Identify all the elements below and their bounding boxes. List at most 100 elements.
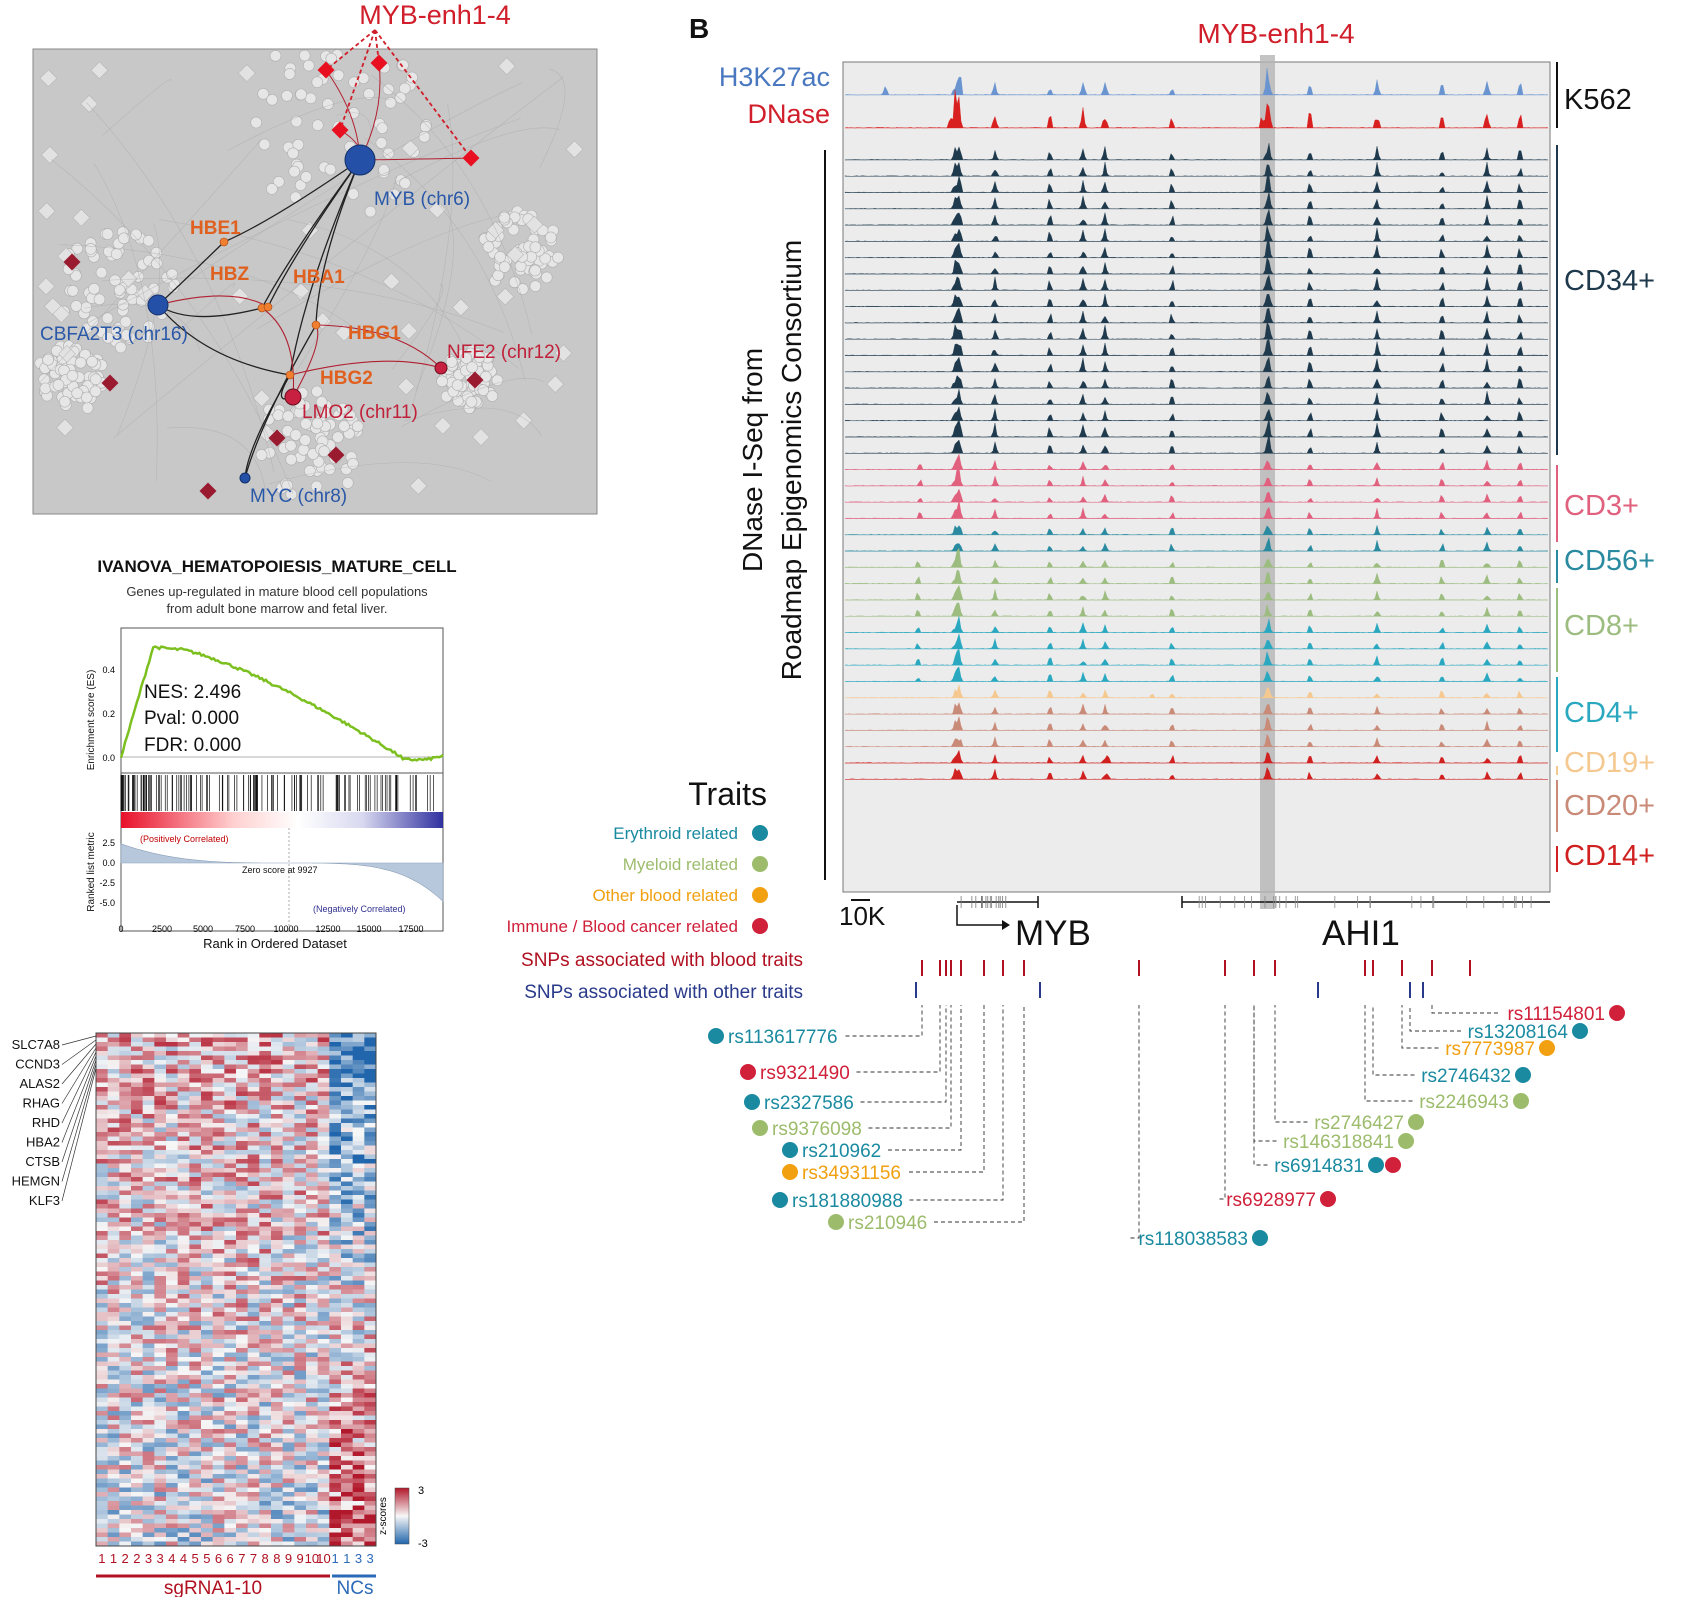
heatmap-cell [341,1285,353,1290]
heatmap-cell [166,1478,178,1484]
heatmap-cell [189,1469,202,1475]
heatmap-cell [119,1523,132,1529]
heatmap-cell [341,1384,353,1389]
heatmap-cell [119,1456,132,1461]
heatmap-cell [96,1208,108,1214]
heatmap-cell [189,1298,202,1304]
heatmap-cell [247,1442,260,1448]
heatmap-cell [224,1154,237,1160]
peripheral-enhancer-node [397,377,416,396]
heatmap-cell [306,1195,318,1200]
heatmap-cell [142,1303,155,1308]
heatmap-cell [247,1154,260,1160]
heatmap-cell [177,1375,190,1380]
heatmap-cell [294,1127,307,1133]
heatmap-cell [131,1388,143,1394]
cell-type-label: CD14+ [1564,840,1655,872]
heatmap-cell [212,1150,225,1155]
heatmap-cell [154,1321,167,1326]
heatmap-cell [341,1267,353,1272]
heatmap-cell [364,1046,377,1052]
heatmap-cell [189,1285,202,1290]
heatmap-cell [259,1393,272,1398]
peripheral-node [311,417,324,430]
heatmap-cell [212,1163,225,1169]
heatmap-gene-label: HBA2 [26,1135,60,1150]
heatmap-cell [317,1069,330,1074]
heatmap-cell [119,1339,132,1344]
heatmap-cell [259,1303,272,1308]
heatmap-cell [259,1181,272,1187]
heatmap-cell [154,1195,167,1200]
heatmap-cell [142,1487,155,1493]
heatmap-cell [271,1487,283,1493]
peripheral-node [93,293,106,306]
heatmap-cell [166,1145,178,1151]
heatmap-cell [119,1487,132,1493]
regulatory-edge [244,324,317,479]
heatmap-cell [259,1505,272,1511]
heatmap-cell [212,1312,225,1317]
heatmap-cell [236,1213,248,1218]
heatmap-cell [107,1379,120,1385]
heatmap-cell [341,1438,353,1443]
heatmap-cell [177,1118,190,1124]
heatmap-cell [154,1528,167,1533]
heatmap-cell [131,1195,143,1200]
heatmap-cell [131,1523,143,1529]
heatmap-cell [177,1271,190,1277]
heatmap-cell [341,1496,353,1502]
heatmap-cell [236,1285,248,1290]
heatmap-cell [352,1352,365,1358]
heatmap-cell [107,1519,120,1524]
heatmap-cell [271,1339,283,1344]
heatmap-cell [306,1375,318,1380]
peripheral-node [451,379,464,391]
heatmap-cell [271,1055,283,1061]
heatmap-cell [282,1136,295,1142]
heatmap-cell [154,1438,167,1443]
heatmap-cell [317,1523,330,1529]
heatmap-cell [189,1411,202,1416]
heatmap-cell [224,1325,237,1331]
heatmap-cell [341,1298,353,1304]
heatmap-cell [306,1415,318,1421]
heatmap-cell [294,1294,307,1299]
heatmap-cell [271,1379,283,1385]
heatmap-cell [107,1258,120,1263]
heatmap-cell [96,1240,108,1245]
heatmap-cell [259,1330,272,1335]
snp-leader [856,1005,941,1073]
heatmap-cell [341,1042,353,1047]
heatmap-cell [224,1397,237,1403]
heatmap-cell [352,1303,365,1308]
heatmap-cell [166,1388,178,1394]
peripheral-node [529,280,542,293]
heatmap-cell [142,1406,155,1412]
heatmap-cell [306,1334,318,1340]
heatmap-cell [154,1361,167,1367]
heatmap-cell [166,1123,178,1128]
heatmap-cell [352,1267,365,1272]
heatmap-column-label: 8 [262,1551,269,1566]
heatmap-cell [189,1213,202,1218]
heatmap-cell [177,1352,190,1358]
heatmap-cell [271,1186,283,1191]
heatmap-cell [329,1379,342,1385]
heatmap-cell [317,1258,330,1263]
heatmap-cell [131,1433,143,1439]
heatmap-cell [282,1483,295,1488]
heatmap-cell [142,1114,155,1119]
heatmap-cell [96,1375,108,1380]
heatmap-cell [294,1096,307,1101]
heatmap-cell [166,1474,178,1479]
heatmap-cell [364,1438,377,1443]
heatmap-cell [259,1262,272,1268]
peripheral-node [298,49,311,62]
heatmap-cell [271,1312,283,1317]
heatmap-cell [271,1492,283,1497]
heatmap-cell [306,1483,318,1488]
heatmap-cell [189,1483,202,1488]
heatmap-cell [259,1177,272,1182]
heatmap-cell [306,1370,318,1376]
